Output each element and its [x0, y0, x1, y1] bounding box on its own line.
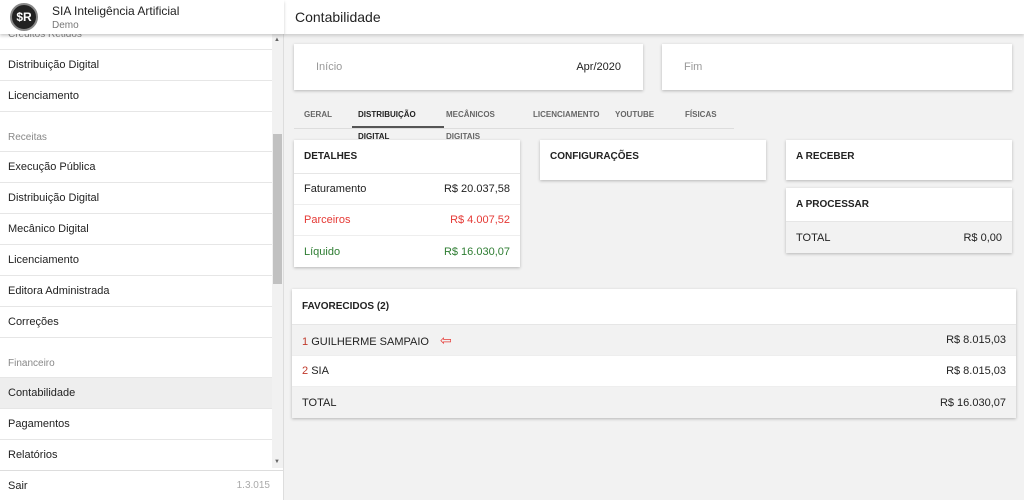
favorecidos-title: FAVORECIDOS (2): [292, 289, 1016, 325]
label: Faturamento: [304, 183, 367, 195]
sidebar-item-licenciamento[interactable]: Licenciamento: [0, 81, 272, 112]
sidebar-item-distribuicao-2[interactable]: Distribuição Digital: [0, 183, 272, 214]
tab-youtube[interactable]: YOUTUBE: [615, 110, 655, 119]
app-title: SIA Inteligência Artificial: [52, 3, 180, 18]
end-label: Fim: [684, 61, 703, 73]
sidebar-menu: Créditos Retidos Distribuição Digital Li…: [0, 34, 272, 468]
sidebar-item-licenciamento-2[interactable]: Licenciamento: [0, 245, 272, 276]
sidebar-item-pagamentos[interactable]: Pagamentos: [0, 409, 272, 440]
logo: $R: [10, 3, 38, 31]
arrow-left-icon: ⇦: [440, 331, 452, 348]
value: R$ 4.007,52: [450, 214, 510, 226]
sidebar-item-execucao[interactable]: Execução Pública: [0, 152, 272, 183]
a-receber-card: A RECEBER: [786, 140, 1012, 180]
value: R$ 0,00: [963, 231, 1002, 244]
favorecidos-card: FAVORECIDOS (2) 1 GUILHERME SAMPAIO ⇦ R$…: [292, 289, 1016, 418]
row-number: 2: [302, 365, 309, 377]
start-date-field[interactable]: Início Apr/2020: [294, 44, 643, 90]
value: R$ 16.030,07: [443, 245, 510, 258]
row-faturamento: Faturamento R$ 20.037,58: [294, 174, 520, 205]
detalhes-title: DETALHES: [294, 140, 520, 174]
label: Líquido: [304, 245, 341, 258]
scroll-down-icon[interactable]: ▼: [274, 459, 280, 465]
section-creditos: Créditos Retidos: [0, 34, 272, 50]
a-processar-card: A PROCESSAR TOTAL R$ 0,00: [786, 188, 1012, 253]
row-name: GUILHERME SAMPAIO: [311, 335, 429, 348]
favorecido-row[interactable]: 2 SIA R$ 8.015,03: [292, 356, 1016, 387]
configuracoes-card: CONFIGURAÇÕES: [540, 140, 766, 180]
row-liquido: Líquido R$ 16.030,07: [294, 236, 520, 267]
section-receitas: Receitas: [0, 112, 272, 152]
sidebar-item-editora[interactable]: Editora Administrada: [0, 276, 272, 307]
scroll-up-icon[interactable]: ▲: [274, 37, 280, 43]
tab-mecanicos-digitais[interactable]: MECÂNICOS DIGITAIS: [446, 110, 495, 141]
label: Parceiros: [304, 214, 351, 226]
sidebar-footer: Sair 1.3.015: [0, 470, 284, 500]
scrollbar[interactable]: ▲ ▼: [272, 34, 283, 468]
row-parceiros: Parceiros R$ 4.007,52: [294, 205, 520, 236]
sidebar: $R SIA Inteligência Artificial Demo Créd…: [0, 0, 284, 500]
favorecido-row[interactable]: 1 GUILHERME SAMPAIO ⇦ R$ 8.015,03: [292, 325, 1016, 356]
value: R$ 16.030,07: [939, 396, 1006, 409]
sidebar-item-correcoes[interactable]: Correções: [0, 307, 272, 338]
a-processar-total: TOTAL R$ 0,00: [786, 222, 1012, 253]
sidebar-item-distribuicao[interactable]: Distribuição Digital: [0, 50, 272, 81]
tab-fisicas[interactable]: FÍSICAS: [685, 110, 717, 119]
tab-geral[interactable]: GERAL: [304, 110, 332, 119]
favorecidos-total: TOTAL R$ 16.030,07: [292, 387, 1016, 418]
row-value: R$ 8.015,03: [946, 365, 1006, 377]
row-number: 1: [302, 335, 309, 348]
start-label: Início: [316, 61, 343, 73]
tab-bar: GERAL DISTRIBUIÇÃO DIGITAL MECÂNICOS DIG…: [294, 104, 734, 141]
app-subtitle: Demo: [52, 19, 79, 31]
row-name: SIA: [311, 365, 329, 377]
label: TOTAL: [796, 231, 831, 244]
scrollbar-thumb[interactable]: [273, 134, 282, 284]
row-value: R$ 8.015,03: [946, 334, 1006, 346]
a-processar-title: A PROCESSAR: [786, 188, 1012, 222]
tab-distribuicao-digital[interactable]: DISTRIBUIÇÃO DIGITAL: [352, 104, 444, 141]
sidebar-item-relatorios[interactable]: Relatórios: [0, 440, 272, 468]
section-financeiro: Financeiro: [0, 338, 272, 378]
tab-licenciamento[interactable]: LICENCIAMENTO: [533, 110, 600, 119]
value: R$ 20.037,58: [443, 183, 510, 195]
sidebar-item-mecanico[interactable]: Mecânico Digital: [0, 214, 272, 245]
end-date-field[interactable]: Fim: [662, 44, 1012, 90]
a-receber-title: A RECEBER: [796, 151, 855, 162]
label: TOTAL: [302, 396, 337, 409]
configuracoes-title: CONFIGURAÇÕES: [550, 151, 639, 162]
start-value: Apr/2020: [576, 61, 621, 73]
brand: $R SIA Inteligência Artificial Demo: [0, 0, 284, 34]
page-title: Contabilidade: [284, 0, 1024, 34]
detalhes-card: DETALHES Faturamento R$ 20.037,58 Parceir…: [294, 140, 520, 267]
sidebar-item-contabilidade[interactable]: Contabilidade: [0, 378, 272, 409]
logout-link[interactable]: Sair: [8, 479, 28, 492]
version: 1.3.015: [236, 480, 270, 491]
